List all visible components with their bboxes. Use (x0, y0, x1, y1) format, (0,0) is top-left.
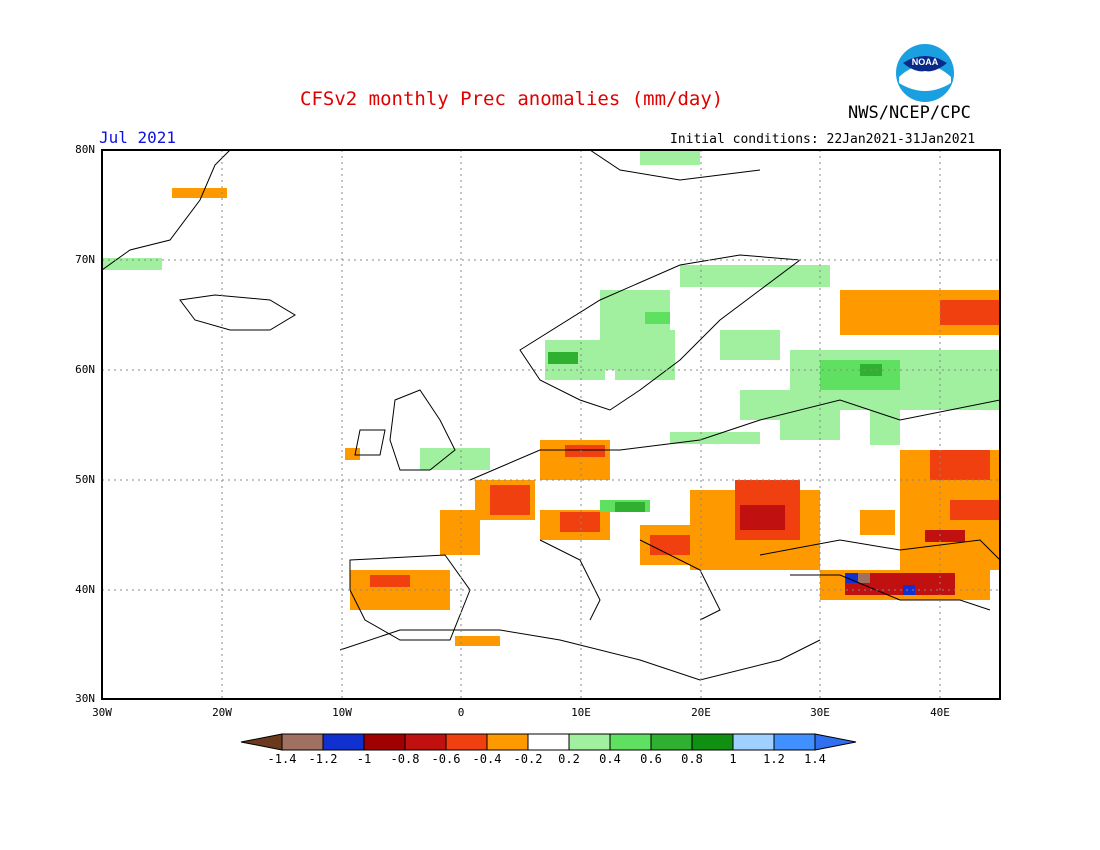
lon-label: 40E (930, 706, 950, 719)
colorbar-segment (650, 733, 693, 751)
lon-label: 20W (212, 706, 232, 719)
colorbar-segment (445, 733, 488, 751)
colorbar-arrow-low (240, 733, 283, 751)
lat-label: 60N (75, 363, 95, 376)
colorbar-tick-label: -0.8 (390, 752, 420, 766)
colorbar (240, 733, 857, 751)
lat-label: 80N (75, 143, 95, 156)
lat-label: 30N (75, 692, 95, 705)
forecast-month: Jul 2021 (99, 128, 177, 147)
colorbar-arrow-high (814, 733, 857, 751)
colorbar-segment (527, 733, 570, 751)
lon-label: 10E (571, 706, 591, 719)
colorbar-tick-label: 0.8 (681, 752, 703, 766)
lon-label: 30W (92, 706, 112, 719)
lon-label: 10W (332, 706, 352, 719)
colorbar-tick-label: 0.4 (599, 752, 621, 766)
noaa-logo-icon: NOAA (896, 44, 954, 102)
colorbar-segment (732, 733, 775, 751)
colorbar-segment (363, 733, 406, 751)
map-title: CFSv2 monthly Prec anomalies (mm/day) (300, 88, 724, 110)
lon-label: 30E (810, 706, 830, 719)
colorbar-tick-label: 1.2 (763, 752, 785, 766)
colorbar-segment (281, 733, 324, 751)
anomaly-cells (102, 150, 1000, 646)
map-frame (101, 149, 1001, 700)
initial-conditions: Initial conditions: 22Jan2021-31Jan2021 (670, 132, 976, 147)
colorbar-segment (486, 733, 529, 751)
lat-label: 40N (75, 583, 95, 596)
colorbar-tick-label: 1 (729, 752, 737, 766)
colorbar-segment (322, 733, 365, 751)
lon-label: 20E (691, 706, 711, 719)
colorbar-tick-label: -1.4 (267, 752, 297, 766)
graticule (102, 150, 1000, 699)
org-label: NWS/NCEP/CPC (848, 103, 971, 123)
colorbar-segment (609, 733, 652, 751)
lat-label: 50N (75, 473, 95, 486)
lon-label: 0 (457, 706, 465, 719)
colorbar-segment (568, 733, 611, 751)
colorbar-segment (404, 733, 447, 751)
colorbar-tick-label: -0.6 (431, 752, 461, 766)
colorbar-segment (773, 733, 816, 751)
colorbar-tick-label: -0.2 (513, 752, 543, 766)
colorbar-tick-label: -1 (356, 752, 372, 766)
coastlines (102, 150, 1000, 681)
colorbar-tick-label: 0.6 (640, 752, 662, 766)
logo-text: NOAA (912, 57, 939, 67)
colorbar-tick-label: -0.4 (472, 752, 502, 766)
colorbar-tick-label: 0.2 (558, 752, 580, 766)
colorbar-tick-label: 1.4 (804, 752, 826, 766)
lat-label: 70N (75, 253, 95, 266)
colorbar-segment (691, 733, 734, 751)
colorbar-tick-label: -1.2 (308, 752, 338, 766)
